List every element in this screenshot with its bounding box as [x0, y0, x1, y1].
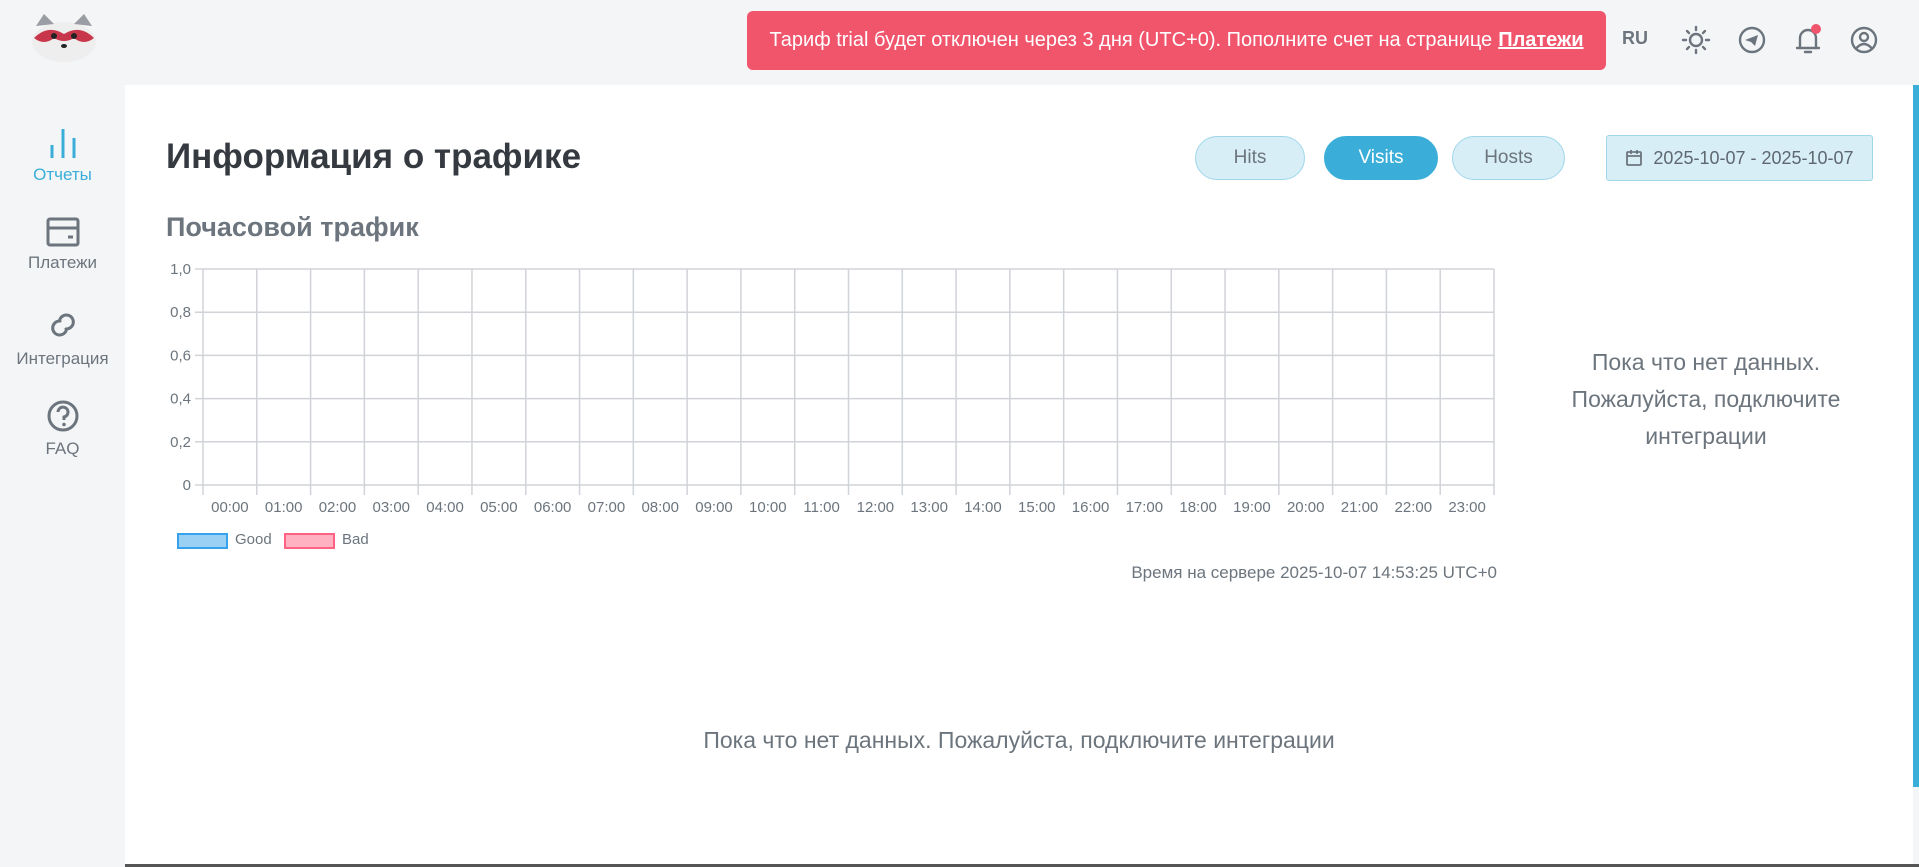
x-tick-label: 02:00: [319, 499, 357, 516]
date-range-value: 2025-10-07 - 2025-10-07: [1653, 147, 1854, 168]
y-tick-label: 0,8: [170, 304, 191, 321]
trial-warning-banner: Тариф trial будет отключен через 3 дня (…: [747, 11, 1606, 70]
bar-chart-icon: [50, 129, 75, 158]
x-tick-label: 00:00: [211, 499, 249, 516]
scrollbar[interactable]: [1913, 85, 1919, 787]
no-data-line: Пока что нет данных.: [1591, 349, 1821, 375]
tab-hits[interactable]: Hits: [1195, 136, 1305, 180]
sidebar-item-faq[interactable]: FAQ: [0, 399, 125, 459]
no-data-line: Пожалуйста, подключите: [1571, 386, 1841, 412]
legend-bad-swatch[interactable]: [284, 533, 335, 549]
y-tick-label: 0,2: [170, 434, 191, 451]
main-content: [125, 85, 1913, 867]
telegram-icon[interactable]: [1734, 22, 1770, 58]
x-tick-label: 03:00: [372, 499, 410, 516]
x-tick-label: 06:00: [534, 499, 572, 516]
server-time: Время на сервере 2025-10-07 14:53:25 UTC…: [1131, 563, 1497, 582]
y-tick-label: 0,6: [170, 347, 191, 364]
tab-hosts[interactable]: Hosts: [1452, 136, 1565, 180]
x-tick-label: 19:00: [1233, 499, 1271, 516]
sidebar-item-reports[interactable]: Отчеты: [0, 125, 125, 185]
x-tick-label: 12:00: [857, 499, 895, 516]
chart-title: Почасовой трафик: [166, 212, 419, 242]
x-tick-label: 09:00: [695, 499, 733, 516]
date-range-picker[interactable]: 2025-10-07 - 2025-10-07: [1606, 135, 1873, 181]
x-tick-label: 17:00: [1126, 499, 1164, 516]
x-tick-label: 07:00: [588, 499, 626, 516]
x-tick-label: 01:00: [265, 499, 303, 516]
x-tick-label: 15:00: [1018, 499, 1056, 516]
raccoon-logo[interactable]: [28, 12, 100, 64]
card-icon: [46, 217, 79, 247]
x-tick-label: 10:00: [749, 499, 787, 516]
x-tick-label: 08:00: [641, 499, 679, 516]
notification-dot: [1811, 24, 1821, 34]
y-tick-label: 0,4: [170, 391, 191, 408]
question-icon: [47, 400, 78, 432]
sidebar-item-label: FAQ: [45, 439, 80, 458]
x-tick-label: 20:00: [1287, 499, 1325, 516]
y-tick-label: 0: [183, 477, 191, 494]
x-tick-label: 22:00: [1395, 499, 1433, 516]
calendar-icon: [1626, 150, 1643, 166]
x-tick-label: 16:00: [1072, 499, 1110, 516]
x-tick-label: 18:00: [1179, 499, 1217, 516]
x-tick-label: 23:00: [1448, 499, 1486, 516]
user-icon[interactable]: [1846, 22, 1882, 58]
no-data-message-side: Пока что нет данных. Пожалуйста, подключ…: [1520, 344, 1892, 455]
legend-good-label[interactable]: Good: [235, 531, 272, 548]
sidebar-item-integration[interactable]: Интеграция: [0, 307, 125, 369]
no-data-line: интеграции: [1645, 423, 1767, 449]
y-tick-label: 1,0: [170, 261, 191, 278]
x-tick-label: 11:00: [803, 499, 839, 516]
legend-good-swatch[interactable]: [177, 533, 228, 549]
x-tick-label: 05:00: [480, 499, 518, 516]
banner-text: Тариф trial будет отключен через 3 дня (…: [769, 29, 1493, 51]
sidebar-item-label: Платежи: [28, 253, 97, 272]
link-icon: [50, 313, 75, 337]
legend-bad-label[interactable]: Bad: [342, 531, 369, 548]
bottom-edge: [125, 864, 1919, 867]
sidebar-item-label: Интеграция: [16, 349, 109, 368]
sidebar-item-label: Отчеты: [33, 165, 92, 184]
no-data-message-bottom: Пока что нет данных. Пожалуйста, подключ…: [703, 727, 1335, 753]
bell-icon[interactable]: [1790, 22, 1826, 58]
x-tick-label: 13:00: [910, 499, 948, 516]
sidebar-item-payments[interactable]: Платежи: [0, 217, 125, 273]
payments-link[interactable]: Платежи: [1498, 29, 1584, 51]
page-title: Информация о трафике: [166, 137, 582, 176]
sun-icon[interactable]: [1678, 22, 1714, 58]
language-switch[interactable]: RU: [1622, 28, 1648, 48]
tab-visits[interactable]: Visits: [1324, 136, 1438, 180]
x-tick-label: 21:00: [1341, 499, 1379, 516]
x-tick-label: 04:00: [426, 499, 464, 516]
x-tick-label: 14:00: [964, 499, 1002, 516]
sidebar: Отчеты Платежи Интеграция FAQ: [0, 85, 125, 867]
